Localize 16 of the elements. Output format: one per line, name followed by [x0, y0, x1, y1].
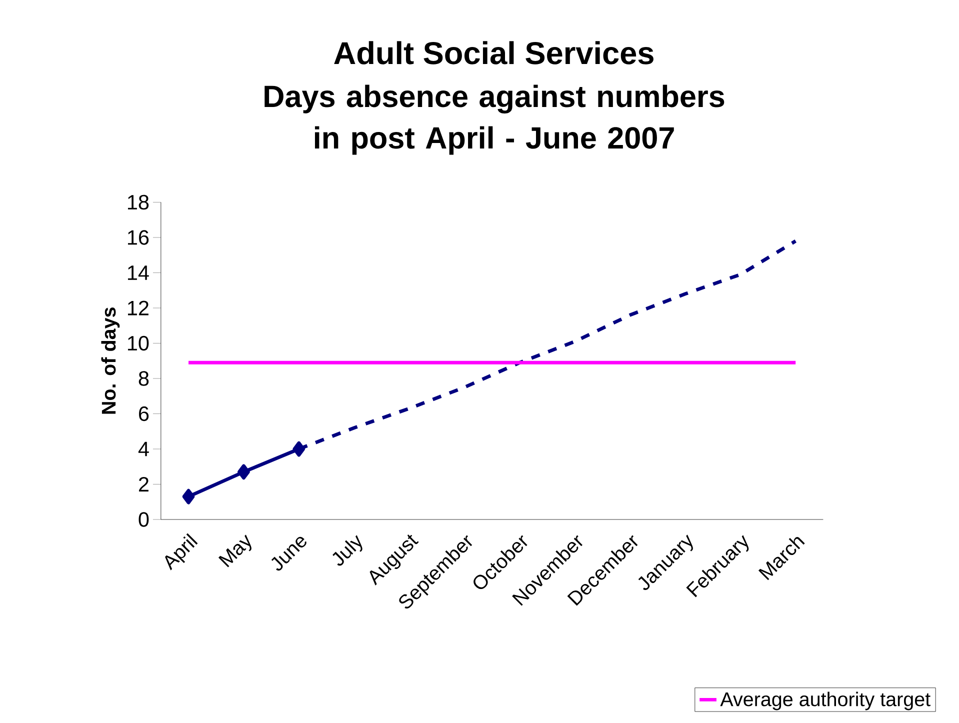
y-tick-label: 8: [138, 371, 149, 386]
x-tick-label: May: [218, 534, 252, 568]
legend-label: Average authority target: [720, 692, 930, 710]
chart-title: Adult Social Services: [334, 41, 654, 64]
y-tick-label: 0: [138, 512, 149, 527]
y-tick-label: 12: [128, 300, 148, 316]
y-tick-label: 6: [139, 406, 149, 422]
y-tick-label: 14: [128, 266, 149, 280]
y-tick-label: 16: [128, 230, 149, 245]
x-tick-label: July: [332, 535, 362, 566]
y-axis-title: No. of days: [101, 308, 120, 414]
y-tick-label: 2: [139, 477, 148, 492]
chart-subtitle: Days absence against numbers in post April - June 2007: [264, 84, 724, 155]
y-tick-label: 18: [128, 195, 149, 210]
y-tick-label: 10: [128, 336, 149, 351]
y-tick-label: 4: [138, 442, 149, 456]
